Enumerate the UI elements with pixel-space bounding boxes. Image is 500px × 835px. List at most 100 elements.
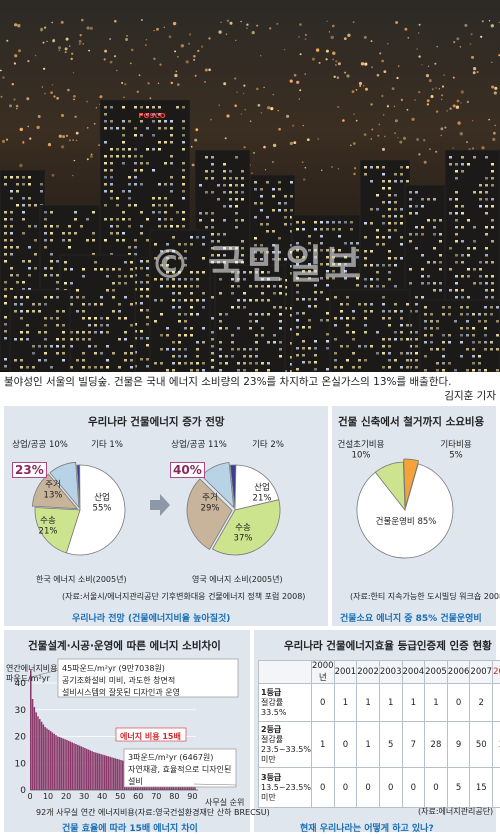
bar (113, 757, 115, 790)
window-light (485, 177, 488, 180)
bar-ytick-label: 0 (20, 786, 26, 796)
window-light (160, 278, 163, 281)
window-light (94, 303, 97, 306)
window-light (202, 236, 205, 239)
bar (51, 732, 54, 790)
bar (102, 754, 104, 790)
window-light (490, 341, 493, 344)
window-light (211, 226, 214, 229)
col-2000: 2000년 (310, 660, 335, 684)
window-light (223, 219, 226, 222)
window-light (100, 268, 103, 271)
bar-xtick-label: 90 (187, 792, 197, 801)
window-light (364, 222, 367, 225)
window-light (110, 148, 113, 151)
window-light (50, 317, 53, 320)
window-light (296, 326, 299, 329)
window-light (104, 183, 107, 186)
window-light (166, 327, 169, 330)
window-light (485, 296, 488, 299)
window-light (170, 176, 173, 179)
city-light (335, 64, 337, 66)
window-light (479, 184, 482, 187)
window-light (296, 347, 299, 350)
window-light (4, 358, 7, 361)
window-light (382, 296, 385, 299)
window-light (296, 319, 299, 322)
window-light (178, 278, 181, 281)
window-light (32, 303, 35, 306)
city-light (449, 107, 452, 110)
grade-label-line: 미만 (261, 792, 276, 802)
window-light (235, 261, 238, 264)
window-light (237, 348, 240, 351)
caption-text: 불야성인 서울의 빌딩숲. 건물은 국내 에너지 소비량의 23%를 차지하고 … (4, 376, 452, 388)
window-light (130, 352, 133, 355)
city-light (440, 127, 444, 131)
window-light (382, 243, 385, 246)
window-light (88, 345, 91, 348)
window-light (382, 215, 385, 218)
window-light (92, 232, 95, 235)
window-light (190, 362, 193, 365)
window-light (64, 282, 67, 285)
table-cell: 7 (401, 721, 426, 768)
window-light (279, 292, 282, 295)
city-light (223, 82, 227, 86)
window-light (235, 156, 238, 159)
window-light (199, 219, 202, 222)
window-light (455, 198, 458, 201)
bar (85, 748, 88, 790)
window-light (184, 257, 187, 260)
window-light (442, 355, 445, 358)
window-light (338, 228, 341, 231)
window-light (10, 190, 13, 193)
window-light (154, 243, 157, 246)
city-light (493, 91, 497, 95)
window-light (124, 275, 127, 278)
window-light (166, 334, 169, 337)
window-light (455, 275, 458, 278)
city-light (383, 70, 387, 73)
building (214, 264, 286, 372)
city-light (425, 74, 430, 78)
window-light (436, 320, 439, 323)
window-light (400, 331, 403, 334)
window-light (211, 191, 214, 194)
window-light (16, 281, 19, 284)
window-light (4, 232, 7, 235)
window-light (158, 120, 161, 123)
city-light (257, 103, 261, 107)
window-light (184, 362, 187, 365)
city-light (88, 49, 90, 52)
bar (73, 743, 75, 790)
window-light (110, 232, 113, 235)
window-light (56, 345, 59, 348)
window-light (38, 310, 41, 313)
window-light (20, 366, 23, 369)
window-light (296, 291, 299, 294)
window-light (314, 284, 317, 287)
window-light (415, 212, 418, 215)
city-light (234, 104, 237, 107)
city-light (218, 30, 222, 34)
window-light (178, 313, 181, 316)
window-light (146, 148, 149, 151)
window-light (70, 331, 73, 334)
window-light (284, 370, 287, 372)
window-light (10, 232, 13, 235)
window-light (94, 366, 97, 369)
window-light (442, 348, 445, 351)
window-light (484, 348, 487, 351)
window-light (44, 303, 47, 306)
window-light (272, 188, 275, 191)
city-light (249, 120, 252, 122)
city-light (360, 62, 365, 66)
window-light (284, 307, 287, 310)
city-light (5, 138, 9, 141)
window-light (110, 127, 113, 130)
bar (69, 741, 72, 790)
window-light (409, 366, 412, 369)
window-light (326, 284, 329, 287)
window-light (235, 212, 238, 215)
